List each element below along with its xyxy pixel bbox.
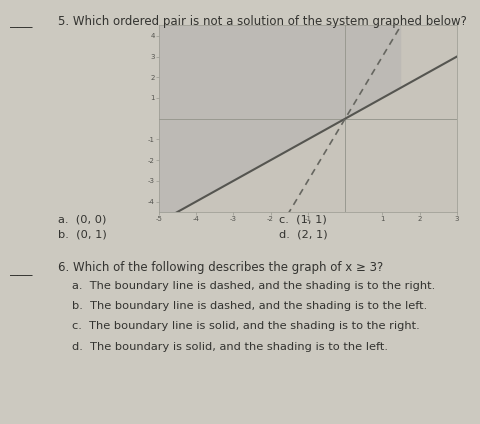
Text: d.  The boundary is solid, and the shading is to the left.: d. The boundary is solid, and the shadin… (72, 342, 387, 352)
Text: c.  The boundary line is solid, and the shading is to the right.: c. The boundary line is solid, and the s… (72, 321, 419, 332)
Text: a.  The boundary line is dashed, and the shading is to the right.: a. The boundary line is dashed, and the … (72, 281, 434, 291)
Text: ___: ___ (10, 15, 32, 28)
Text: c.  (1, 1): c. (1, 1) (278, 214, 326, 224)
Text: a.  (0, 0): a. (0, 0) (58, 214, 106, 224)
Text: ___: ___ (10, 263, 32, 276)
Text: 5. Which ordered pair is not a solution of the system graphed below?: 5. Which ordered pair is not a solution … (58, 15, 466, 28)
Text: b.  The boundary line is dashed, and the shading is to the left.: b. The boundary line is dashed, and the … (72, 301, 427, 311)
Text: b.  (0, 1): b. (0, 1) (58, 230, 106, 240)
Text: 6. Which of the following describes the graph of x ≥ 3?: 6. Which of the following describes the … (58, 261, 382, 274)
Text: d.  (2, 1): d. (2, 1) (278, 230, 327, 240)
